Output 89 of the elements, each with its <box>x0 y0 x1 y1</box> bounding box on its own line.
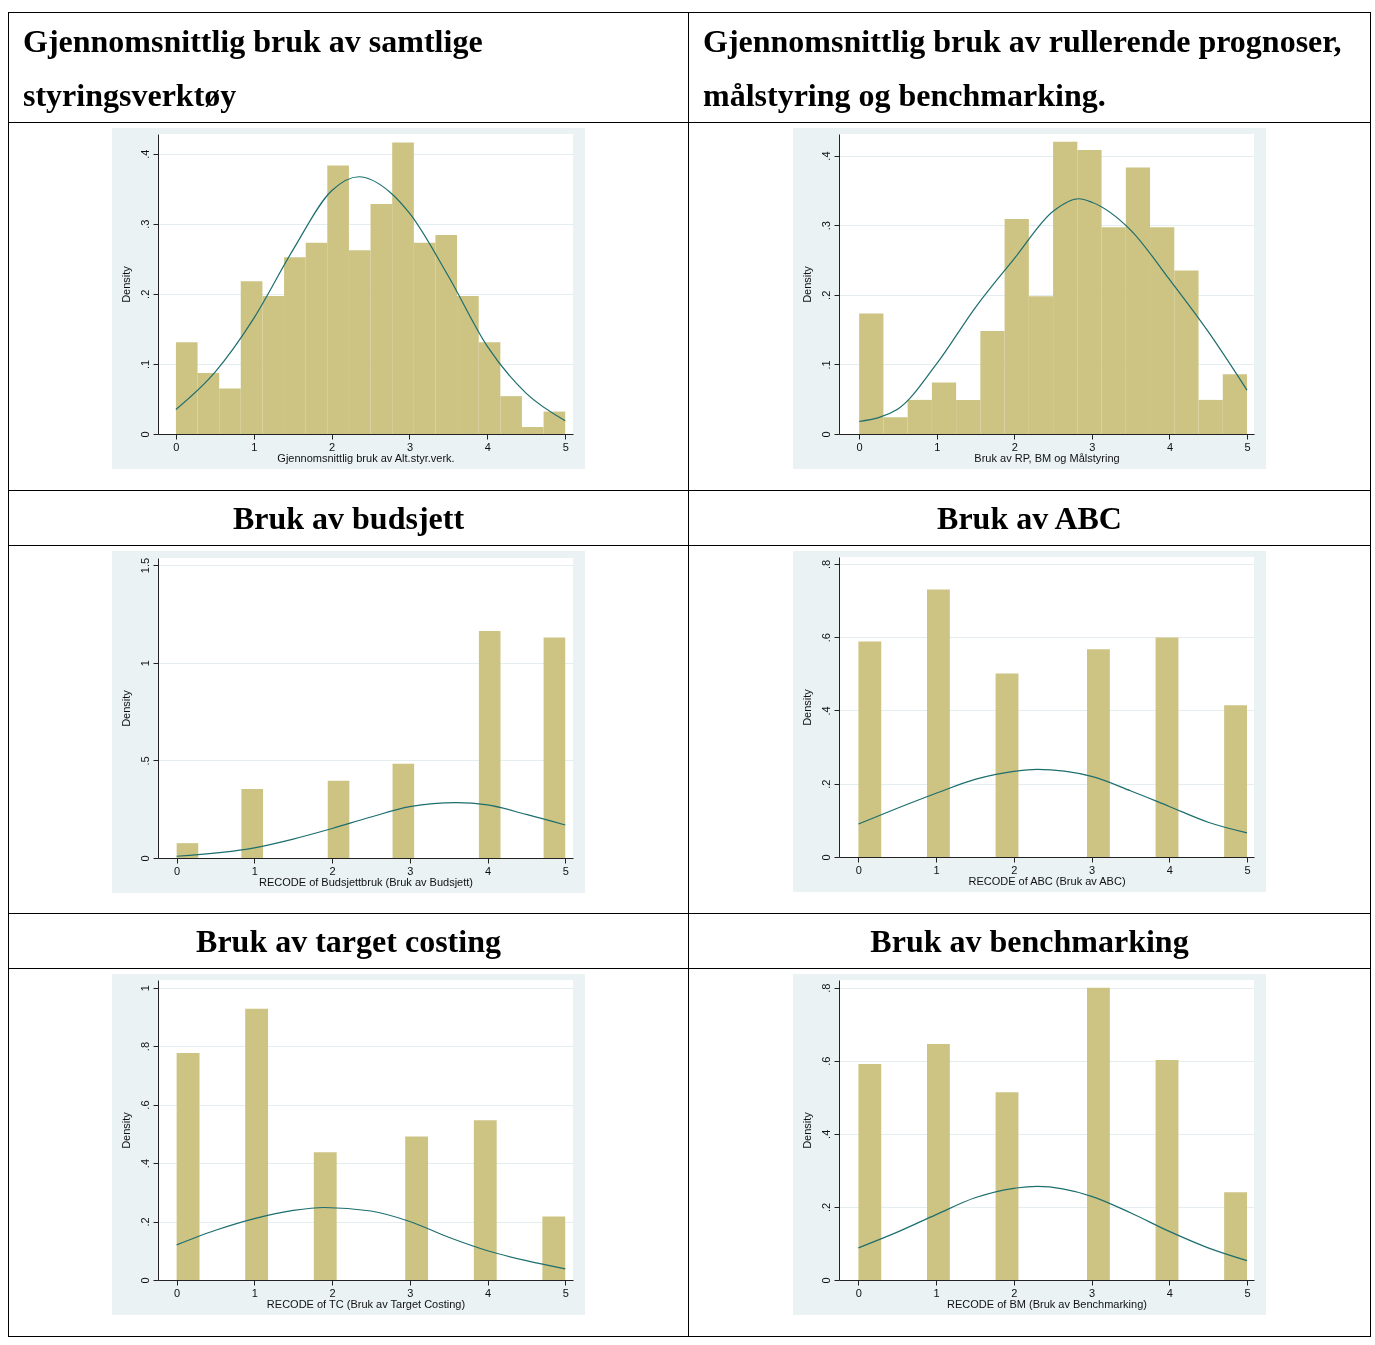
y-tick-label: .4 <box>138 149 151 159</box>
x-tick-label: 4 <box>484 1286 492 1299</box>
x-tick-label: 4 <box>484 864 492 876</box>
x-tick-label: 1 <box>934 440 941 453</box>
y-tick-label: 0 <box>819 431 832 438</box>
y-axis-title: Density <box>119 1111 132 1149</box>
y-tick-label: 0 <box>138 431 151 438</box>
y-tick-label: .3 <box>138 219 151 229</box>
x-tick-label: 2 <box>329 1286 336 1299</box>
y-tick-label: .4 <box>819 1129 832 1139</box>
y-tick-label: .2 <box>819 779 832 789</box>
y-tick-label: .4 <box>819 151 832 161</box>
x-tick-label: 3 <box>407 1286 414 1299</box>
x-tick-label: 4 <box>484 440 491 453</box>
y-tick-label: .2 <box>819 1202 832 1213</box>
y-tick-label: .1 <box>819 360 832 370</box>
chart-title: Bruk av target costing <box>8 913 689 969</box>
y-tick-label: .5 <box>138 755 151 765</box>
x-axis-title: RECODE of Budsjettbruk (Bruk av Budsjett) <box>259 875 473 887</box>
y-tick-label: 0 <box>819 854 832 861</box>
chart-title: Bruk av budsjett <box>8 490 689 546</box>
x-tick-label: 1 <box>251 440 258 453</box>
y-tick-label: .2 <box>819 290 832 300</box>
y-tick-label: .4 <box>138 1158 151 1169</box>
y-axis-title: Density <box>800 265 813 303</box>
x-tick-label: 0 <box>855 1286 862 1299</box>
x-axis-title: Gjennomsnittlig bruk av Alt.styr.verk. <box>277 451 455 464</box>
x-tick-label: 0 <box>174 864 181 876</box>
line-series <box>176 1206 566 1270</box>
x-tick-label: 5 <box>1244 863 1251 876</box>
chart-title: Gjennomsnittlig bruk av rullerende prognoser, målstyring og benchmarking. <box>688 12 1371 123</box>
x-tick-label: 5 <box>562 1286 569 1299</box>
y-tick-label: .1 <box>138 359 151 369</box>
x-tick-label: 5 <box>1244 1286 1251 1299</box>
y-tick-label: .8 <box>819 559 832 570</box>
y-tick-label: .4 <box>819 706 832 716</box>
x-tick-label: 2 <box>329 440 336 453</box>
line-series <box>857 768 1248 834</box>
x-tick-label: 0 <box>856 440 863 453</box>
x-tick-label: 4 <box>1166 1286 1173 1299</box>
x-tick-label: 2 <box>1011 863 1018 876</box>
y-axis-title: Density <box>119 689 132 727</box>
x-tick-label: 0 <box>855 863 862 876</box>
y-axis-title: Density <box>800 688 813 726</box>
line-series <box>857 1185 1248 1262</box>
x-tick-label: 1 <box>251 1286 258 1299</box>
x-tick-label: 3 <box>1089 440 1096 453</box>
x-tick-label: 5 <box>1244 440 1251 453</box>
chart-title: Bruk av benchmarking <box>688 913 1371 969</box>
x-tick-label: 2 <box>1011 1286 1018 1299</box>
y-axis-title: Density <box>800 1111 813 1149</box>
x-tick-label: 0 <box>173 440 180 453</box>
x-tick-label: 3 <box>407 864 414 876</box>
y-tick-label: .6 <box>819 1056 832 1066</box>
x-axis-title: RECODE of TC (Bruk av Target Costing) <box>266 1297 466 1310</box>
x-tick-label: 5 <box>562 440 569 453</box>
x-tick-label: 4 <box>1166 863 1173 876</box>
x-tick-label: 2 <box>1011 440 1018 453</box>
x-tick-label: 3 <box>406 440 414 453</box>
x-tick-label: 1 <box>251 864 258 876</box>
y-tick-label: 1 <box>138 985 151 992</box>
y-tick-label: 0 <box>138 1277 151 1284</box>
y-tick-label: .2 <box>138 1217 151 1227</box>
chart-title: Gjennomsnittlig bruk av samtlige styringsverktøy <box>8 12 689 123</box>
x-axis-title: RECODE of ABC (Bruk av ABC) <box>968 874 1126 887</box>
line-series <box>858 198 1248 423</box>
x-tick-label: 1 <box>933 1286 940 1299</box>
y-tick-label: .8 <box>819 983 832 993</box>
x-tick-label: 0 <box>174 1286 181 1299</box>
x-tick-label: 5 <box>562 864 569 876</box>
y-tick-label: .3 <box>819 221 832 231</box>
x-tick-label: 3 <box>1089 1286 1096 1299</box>
chart-title: Bruk av ABC <box>688 490 1371 546</box>
line-series <box>176 801 566 857</box>
y-tick-label: 1 <box>138 659 151 666</box>
x-tick-label: 4 <box>1166 440 1174 453</box>
x-axis-title: RECODE of BM (Bruk av Benchmarking) <box>947 1297 1147 1310</box>
y-tick-label: .2 <box>138 289 151 299</box>
y-tick-label: .6 <box>819 633 832 643</box>
x-tick-label: 1 <box>933 863 940 876</box>
y-tick-label: .6 <box>138 1100 151 1110</box>
x-axis-title: Bruk av RP, BM og Målstyring <box>974 451 1120 464</box>
x-tick-label: 2 <box>329 864 336 876</box>
y-tick-label: 1.5 <box>138 557 151 573</box>
x-tick-label: 3 <box>1089 863 1096 876</box>
y-tick-label: .8 <box>138 1041 151 1052</box>
y-axis-title: Density <box>119 265 132 303</box>
y-tick-label: 0 <box>819 1277 832 1284</box>
y-tick-label: 0 <box>138 854 151 862</box>
